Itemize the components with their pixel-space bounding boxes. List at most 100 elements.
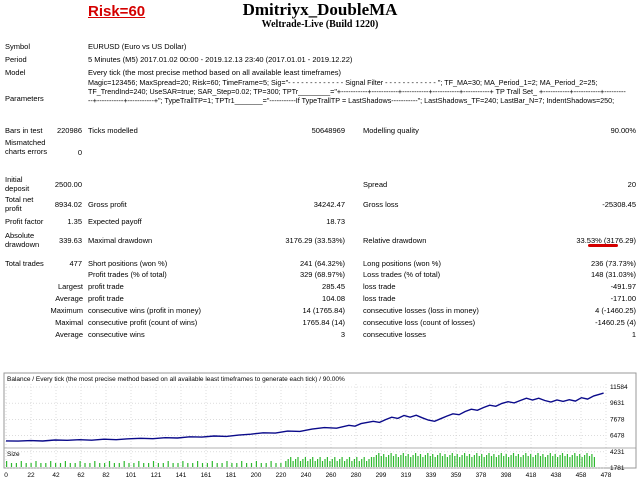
- size-bar: [285, 461, 287, 467]
- size-bar: [552, 456, 554, 467]
- balance-line: [5, 392, 604, 442]
- x-tick-label: 121: [151, 472, 162, 479]
- size-bar: [400, 455, 402, 467]
- size-bar: [15, 463, 17, 467]
- size-bar: [373, 457, 375, 467]
- size-bar: [375, 455, 377, 467]
- payoff-label: Expected payoff: [88, 217, 142, 226]
- deposit-value: 2500.00: [54, 180, 82, 189]
- size-bar: [574, 453, 576, 467]
- size-bar: [444, 454, 446, 467]
- size-bar: [246, 463, 248, 467]
- size-bar: [432, 454, 434, 467]
- size-bar: [79, 461, 81, 467]
- size-bar: [45, 463, 47, 467]
- size-bar: [557, 457, 559, 467]
- size-bar: [339, 459, 341, 467]
- x-tick-label: 161: [201, 472, 212, 479]
- short-value: 241 (64.32%): [299, 259, 345, 268]
- size-bar: [118, 463, 120, 467]
- size-bar: [59, 463, 62, 467]
- largest-profit-label: profit trade: [88, 282, 124, 291]
- size-bar: [314, 461, 316, 467]
- size-bar: [35, 461, 37, 467]
- x-tick-label: 438: [551, 472, 562, 479]
- y-tick-label: 11584: [610, 384, 628, 391]
- size-bar: [388, 455, 390, 467]
- size-bar: [588, 456, 591, 467]
- size-bar: [366, 461, 368, 467]
- size-bar: [368, 459, 370, 467]
- x-tick-label: 82: [102, 472, 110, 479]
- maximal-label: Maximal: [55, 318, 83, 327]
- size-bar: [348, 457, 351, 467]
- size-bar: [537, 453, 539, 467]
- x-tick-label: 478: [601, 472, 612, 479]
- x-tick-label: 181: [226, 472, 237, 479]
- average-loss-value: -171.00: [610, 294, 636, 303]
- size-bar: [74, 463, 76, 467]
- trades-value: 477: [69, 259, 82, 268]
- size-bar: [152, 461, 155, 467]
- mismatch-label: Mismatched charts errors: [5, 138, 48, 156]
- size-bar: [216, 463, 218, 467]
- size-bar: [522, 455, 524, 467]
- x-tick-label: 280: [351, 472, 362, 479]
- size-bar: [89, 463, 91, 467]
- grossprofit-value: 34242.47: [313, 200, 345, 209]
- size-bar: [270, 461, 272, 467]
- size-bar: [466, 456, 468, 467]
- size-bar: [437, 455, 439, 467]
- size-bar: [157, 463, 159, 467]
- size-bar: [554, 454, 556, 467]
- size-bar: [336, 461, 338, 467]
- size-bar: [177, 463, 179, 467]
- x-tick-label: 200: [251, 472, 262, 479]
- size-bar: [392, 456, 395, 467]
- chart-title: Balance / Every tick (the most precise m…: [7, 376, 345, 383]
- long-value: 236 (73.73%): [590, 259, 636, 268]
- absdd-value: 339.63: [59, 236, 82, 245]
- x-tick-label: 260: [326, 472, 337, 479]
- size-bar: [265, 463, 267, 467]
- size-bar: [321, 461, 324, 467]
- size-bar: [30, 463, 32, 467]
- spread-value: 20: [627, 180, 636, 189]
- highlight-underline: [588, 244, 618, 247]
- size-bar: [559, 455, 561, 467]
- size-bar: [410, 457, 412, 467]
- size-bar: [407, 454, 409, 467]
- long-label: Long positions (won %): [363, 259, 441, 268]
- size-bar: [544, 457, 546, 467]
- x-tick-label: 220: [276, 472, 287, 479]
- size-bar: [221, 463, 223, 467]
- size-bar: [547, 455, 549, 467]
- size-bar: [456, 454, 458, 467]
- reldd-value: 33.53% (3176.29): [576, 236, 636, 245]
- size-bar: [397, 457, 399, 467]
- size-bar: [104, 463, 106, 467]
- size-bar: [50, 461, 52, 467]
- size-bar: [415, 453, 417, 467]
- size-bar: [69, 463, 71, 467]
- size-bar: [55, 463, 57, 467]
- x-tick-label: 22: [27, 472, 35, 479]
- risk-label: Risk=60: [88, 3, 146, 20]
- largest-loss-value: -491.97: [610, 282, 636, 291]
- size-bar: [459, 457, 461, 467]
- size-bar: [566, 454, 568, 467]
- grossloss-label: Gross loss: [363, 200, 399, 209]
- size-bar: [211, 461, 213, 467]
- x-tick-label: 62: [77, 472, 85, 479]
- size-bar: [295, 459, 297, 467]
- quality-value: 90.00%: [610, 126, 636, 135]
- x-tick-label: 378: [476, 472, 487, 479]
- size-bar: [498, 455, 500, 467]
- size-bar: [309, 459, 311, 467]
- size-bar: [584, 455, 586, 467]
- average-profit-label: profit trade: [88, 294, 124, 303]
- size-bar: [260, 463, 262, 467]
- size-bar: [162, 463, 164, 467]
- absdd-label: Absolute drawdown: [5, 231, 40, 249]
